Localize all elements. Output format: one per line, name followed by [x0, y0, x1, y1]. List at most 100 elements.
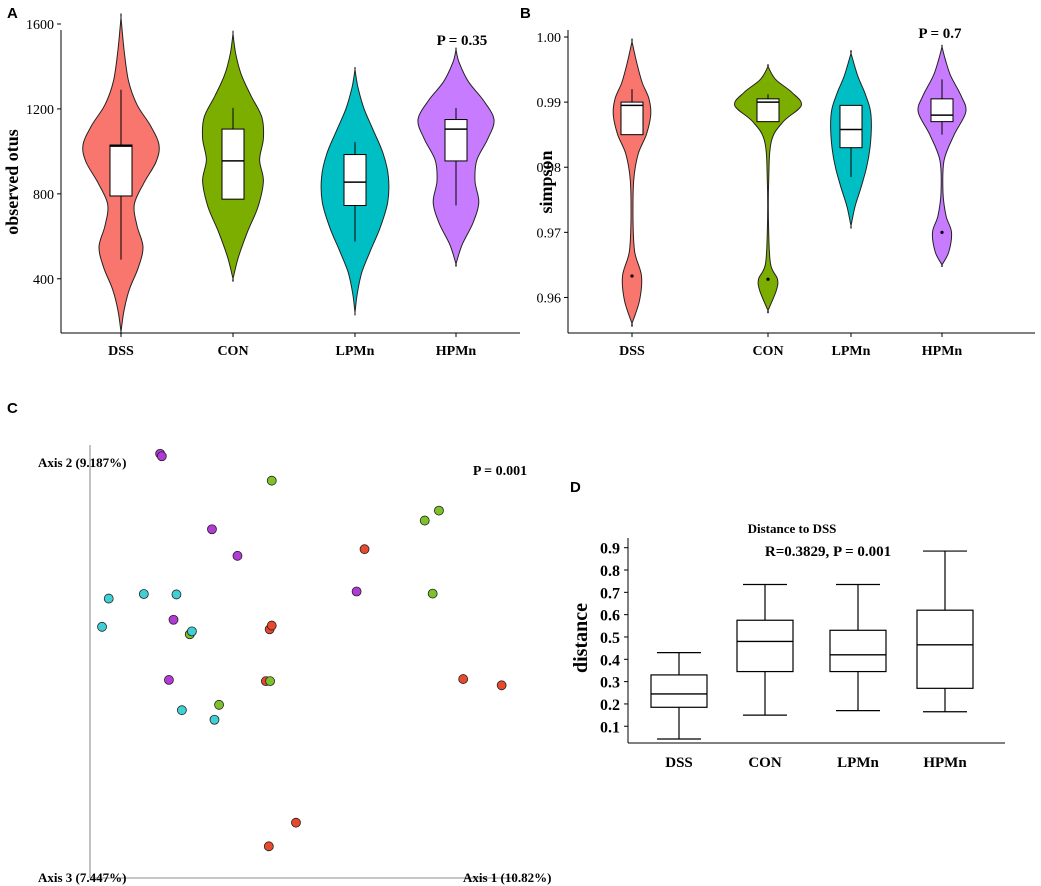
x-tick-label: DSS	[619, 344, 645, 359]
y-tick-label: 0.6	[600, 608, 620, 625]
scatter-point-lpmn	[176, 705, 187, 716]
y-tick-label: 0.98	[537, 161, 562, 176]
violin-marks-a	[82, 13, 495, 335]
boxplot-distance-to-dss: 0.1 0.2 0.3 0.4 0.5 0.6 0.7 0.8 0.9 DSS CON LPMn HP…	[570, 521, 1005, 771]
y-ticks-a: 400 800 1200 1600	[26, 18, 61, 288]
box-con	[756, 98, 780, 123]
y-ticks-d: 0.1 0.2 0.3 0.4 0.5 0.6 0.7 0.8 0.9	[600, 541, 628, 736]
scatter-point-dss	[263, 841, 274, 852]
scatter-point-con	[427, 588, 438, 599]
y-tick-label: 0.96	[537, 291, 562, 306]
p-value-c: P = 0.001	[473, 464, 527, 479]
x-ticks-b: DSS CON LPMn HPMn	[619, 333, 962, 359]
scatter-point-con	[265, 676, 275, 687]
y-axis-label-d: distance	[570, 603, 592, 673]
scatter-point-lpmn	[187, 626, 197, 637]
pcoa-scatter: Axis 2 (9.187%) Axis 3 (7.447%) Axis 1 (…	[38, 445, 551, 885]
p-value-b: P = 0.7	[918, 26, 962, 42]
scatter-point-con	[214, 699, 224, 710]
scatter-point-hpmn	[351, 586, 362, 597]
y-tick-label: 800	[33, 188, 54, 203]
scatter-point-dss	[266, 620, 277, 631]
y-ticks-b: 0.96 0.97 0.98 0.99 1.00	[537, 31, 568, 306]
y-axis-label-a: observed otus	[2, 129, 22, 235]
scatter-point-con	[434, 505, 444, 516]
scatter-point-lpmn	[209, 714, 220, 725]
chart-title-d: Distance to DSS	[748, 521, 837, 536]
box-lpmn	[343, 154, 367, 207]
scatter-point-con	[419, 515, 430, 526]
box-hpmn	[916, 609, 974, 689]
y-tick-label: 0.4	[600, 652, 620, 669]
box-con	[736, 619, 794, 673]
x-tick-label: LPMn	[336, 344, 375, 359]
axis-2-label: Axis 2 (9.187%)	[38, 455, 126, 470]
panel-label-a: A	[7, 5, 18, 22]
scatter-point-con	[266, 475, 277, 486]
scatter-point-dss	[496, 680, 507, 691]
x-tick-label: LPMn	[832, 344, 871, 359]
outlier-point	[940, 230, 944, 234]
y-tick-label: 0.5	[600, 630, 620, 647]
violin-chart-observed-otus: 400 800 1200 1600 DSS CON LPMn HPMn observed o…	[2, 13, 520, 359]
box-dss	[109, 144, 133, 197]
violin-chart-simpson: 0.96 0.97 0.98 0.99 1.00 DSS CON LPMn HPMn simp…	[536, 26, 1035, 359]
violin-dss	[612, 38, 652, 327]
outlier-point	[630, 274, 634, 278]
x-tick-label: HPMn	[923, 755, 967, 771]
x-tick-label: DSS	[665, 755, 693, 771]
axis-3-label: Axis 3 (7.447%)	[38, 870, 126, 885]
scatter-point-lpmn	[138, 589, 149, 599]
scatter-point-dss	[359, 544, 370, 555]
axis-1-label: Axis 1 (10.82%)	[463, 870, 551, 885]
x-tick-label: LPMn	[837, 755, 879, 771]
y-tick-label: 0.99	[537, 96, 562, 111]
x-ticks-a: DSS CON LPMn HPMn	[108, 333, 476, 359]
box-marks-d	[650, 550, 974, 740]
outlier-point	[766, 277, 770, 281]
violin-hpmn	[917, 44, 967, 268]
violin-marks-b	[612, 38, 967, 327]
scatter-point-dss	[291, 817, 301, 828]
p-value-a: P = 0.35	[437, 33, 488, 49]
scatter-point-hpmn	[207, 524, 217, 535]
box-dss	[650, 674, 708, 708]
y-tick-label: 1200	[26, 103, 54, 118]
x-tick-label: CON	[217, 344, 248, 359]
scatter-point-hpmn	[156, 451, 167, 462]
box-marks-a	[109, 89, 468, 260]
y-tick-label: 0.97	[537, 226, 562, 241]
y-axis-label-b: simpson	[536, 150, 556, 213]
y-tick-label: 0.8	[600, 563, 620, 580]
box-hpmn	[444, 119, 468, 162]
box-hpmn	[930, 98, 954, 123]
annotation-d: R=0.3829, P = 0.001	[765, 544, 891, 560]
panel-label-d: D	[570, 479, 581, 496]
scatter-point-hpmn	[232, 550, 243, 561]
panel-label-b: B	[520, 5, 531, 22]
y-tick-label: 0.1	[600, 719, 620, 736]
scatter-point-lpmn	[171, 589, 182, 600]
scatter-point-hpmn	[168, 614, 179, 625]
y-tick-label: 1600	[26, 18, 54, 33]
x-ticks-d: DSS CON LPMn HPMn	[665, 755, 967, 771]
y-tick-label: 0.3	[600, 675, 620, 692]
y-tick-label: 0.9	[600, 541, 620, 558]
y-tick-label: 0.2	[600, 697, 620, 714]
scatter-points	[97, 448, 507, 852]
scatter-point-hpmn	[164, 675, 174, 685]
x-tick-label: CON	[752, 344, 783, 359]
panel-label-c: C	[7, 400, 18, 417]
box-lpmn	[829, 629, 887, 673]
scatter-point-dss	[458, 674, 469, 684]
box-dss	[620, 101, 644, 136]
x-tick-label: DSS	[108, 344, 134, 359]
y-tick-label: 1.00	[537, 31, 562, 46]
x-tick-label: HPMn	[922, 344, 963, 359]
box-con	[221, 128, 245, 200]
x-tick-label: CON	[748, 755, 782, 771]
box-marks-b	[620, 79, 954, 281]
scatter-point-lpmn	[103, 593, 114, 604]
y-tick-label: 400	[33, 273, 54, 288]
